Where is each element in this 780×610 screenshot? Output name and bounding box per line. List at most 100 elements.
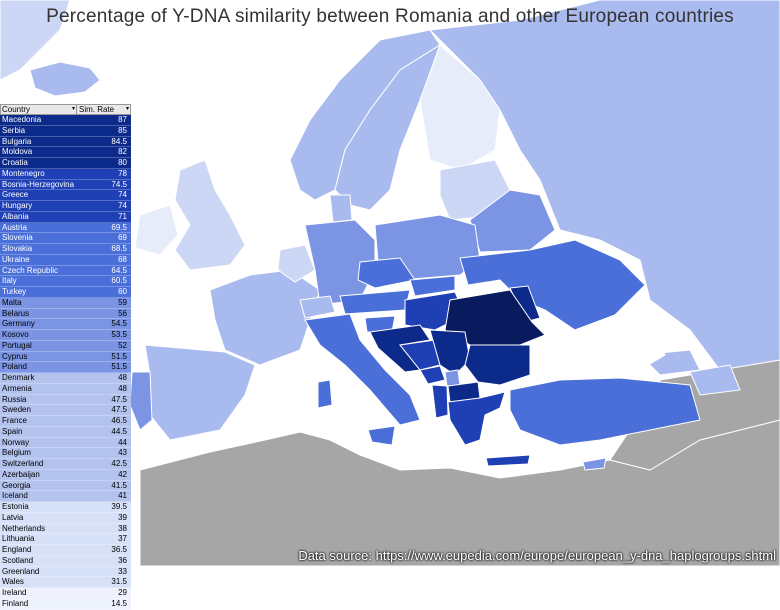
table-row: Kosovo 53.5 — [0, 330, 131, 341]
sim-rate-cell: 39 — [118, 512, 127, 522]
region-italy — [304, 313, 421, 426]
country-cell: Poland — [2, 362, 27, 372]
table-row: Scotland 36 — [0, 555, 131, 567]
sim-rate-cell: 60 — [118, 287, 127, 296]
table-row: Armenia 48 — [0, 383, 131, 395]
column-header-country[interactable]: Country ▾ — [1, 105, 77, 114]
filter-dropdown-icon[interactable]: ▾ — [125, 106, 129, 112]
sim-rate-cell: 42.5 — [111, 459, 127, 468]
table-row: Poland 51.5 — [0, 362, 131, 373]
europe-map — [0, 0, 780, 566]
region-finland — [419, 44, 501, 171]
table-row: Germany 54.5 — [0, 319, 131, 330]
table-row: Bulgaria 84.5 — [0, 136, 131, 148]
country-cell: Iceland — [2, 491, 28, 501]
sim-rate-cell: 80 — [118, 158, 127, 167]
data-source-note: Data source: https://www.eupedia.com/eur… — [298, 548, 776, 563]
sim-rate-cell: 46.5 — [111, 416, 127, 425]
sim-rate-cell: 36 — [118, 555, 127, 565]
country-cell: Scotland — [2, 555, 34, 565]
table-row: Finland 14.5 — [0, 598, 131, 610]
table-row: Wales 31.5 — [0, 577, 131, 588]
table-row: Croatia 80 — [0, 158, 131, 169]
country-cell: Azerbaijan — [2, 469, 40, 479]
table-row: Hungary 74 — [0, 201, 131, 212]
sim-rate-cell: 42 — [118, 469, 127, 479]
sim-rate-cell: 84.5 — [111, 136, 127, 146]
sim-rate-cell: 29 — [118, 588, 127, 597]
sim-rate-cell: 87 — [118, 115, 127, 124]
country-cell: Belgium — [2, 448, 31, 458]
table-row: Sweden 47.5 — [0, 405, 131, 416]
region-france — [209, 269, 321, 366]
country-cell: Portugal — [2, 340, 32, 350]
sim-rate-cell: 51.5 — [111, 362, 127, 372]
table-row: Belarus 56 — [0, 308, 131, 320]
filter-dropdown-icon[interactable]: ▾ — [71, 106, 75, 112]
sim-rate-cell: 74 — [118, 190, 127, 200]
country-cell: Cyprus — [2, 351, 28, 361]
region-russia — [428, 0, 780, 371]
sim-rate-cell: 74.5 — [111, 179, 127, 189]
country-cell: Bulgaria — [2, 136, 32, 146]
table-row: Russia 47.5 — [0, 394, 131, 406]
country-cell: Germany — [2, 319, 35, 329]
table-row: Portugal 52 — [0, 340, 131, 352]
country-cell: Moldova — [2, 147, 33, 157]
country-cell: Serbia — [2, 125, 26, 135]
table-row: Belgium 43 — [0, 448, 131, 459]
sim-rate-cell: 60.5 — [111, 276, 127, 286]
region-albania — [431, 384, 449, 419]
sim-rate-cell: 53.5 — [111, 330, 127, 339]
sim-rate-cell: 47.5 — [111, 394, 127, 404]
sim-rate-cell: 43 — [118, 448, 127, 458]
region-slovakia — [409, 275, 456, 297]
sim-rate-cell: 85 — [118, 125, 127, 135]
table-row: Greenland 33 — [0, 566, 131, 578]
table-row: Ireland 29 — [0, 588, 131, 599]
country-cell: Finland — [2, 598, 29, 608]
sim-rate-cell: 37 — [118, 534, 127, 544]
sim-rate-cell: 51.5 — [111, 351, 127, 361]
country-cell: Russia — [2, 394, 27, 404]
country-cell: Slovakia — [2, 244, 33, 253]
country-cell: Greenland — [2, 566, 40, 576]
country-cell: Malta — [2, 297, 22, 307]
country-cell: Switzerland — [2, 459, 44, 468]
sim-rate-cell: 78 — [118, 168, 127, 178]
table-row: Montenegro 78 — [0, 168, 131, 180]
country-cell: Croatia — [2, 158, 28, 167]
table-body: Macedonia 87 Serbia 85 Bulgaria 84.5 Moldova 82… — [0, 115, 131, 610]
table-row: Slovenia 69 — [0, 233, 131, 244]
region-belarus — [469, 189, 556, 253]
table-row: Switzerland 42.5 — [0, 459, 131, 470]
map-title: Percentage of Y-DNA similarity between R… — [46, 6, 734, 27]
country-cell: Montenegro — [2, 168, 45, 178]
column-header-sim-rate[interactable]: Sim. Rate ▾ — [77, 105, 130, 114]
country-cell: Latvia — [2, 512, 24, 522]
sim-rate-cell: 47.5 — [111, 405, 127, 415]
sim-rate-cell: 41.5 — [111, 480, 127, 490]
table-row: Denmark 48 — [0, 373, 131, 384]
region-great-britain — [174, 159, 246, 271]
table-row: Slovakia 68.5 — [0, 244, 131, 255]
table-row: Estonia 39.5 — [0, 502, 131, 513]
country-cell: Ukraine — [2, 254, 30, 264]
region-denmark — [329, 194, 353, 223]
country-cell: Norway — [2, 437, 30, 447]
black-sea — [534, 314, 666, 379]
sim-rate-cell: 68.5 — [111, 244, 127, 253]
table-row: Czech Republic 64.5 — [0, 265, 131, 277]
sim-rate-cell: 41 — [118, 491, 127, 501]
table-row: Cyprus 51.5 — [0, 351, 131, 363]
sim-rate-cell: 69.5 — [111, 222, 127, 232]
country-cell: Spain — [2, 426, 23, 436]
region-kosovo — [444, 369, 461, 387]
country-cell: Kosovo — [2, 330, 29, 339]
country-cell: Lithuania — [2, 534, 35, 544]
table-row: Georgia 41.5 — [0, 480, 131, 492]
region-ireland — [134, 204, 179, 256]
table-row: Ukraine 68 — [0, 254, 131, 266]
sim-rate-cell: 36.5 — [111, 545, 127, 554]
country-cell: Macedonia — [2, 115, 42, 124]
